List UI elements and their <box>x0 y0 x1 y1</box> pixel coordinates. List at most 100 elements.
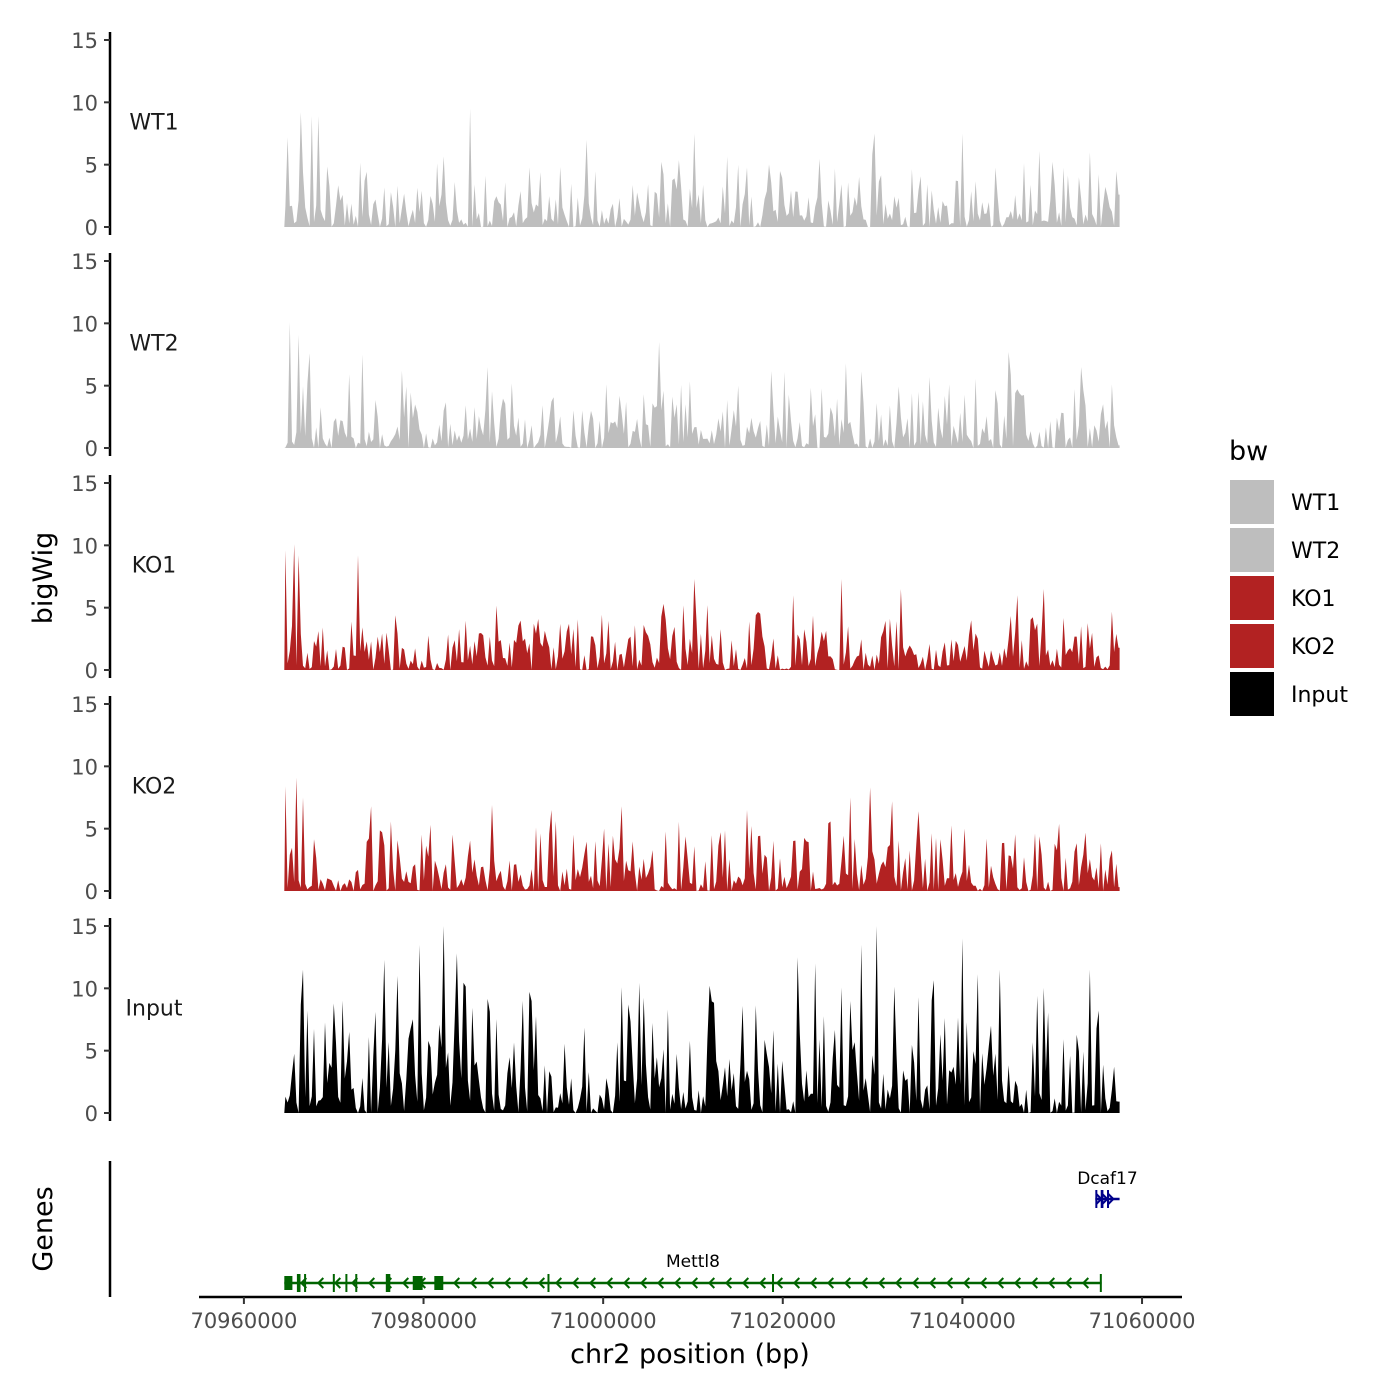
x-tick-label: 71060000 <box>1089 1309 1196 1333</box>
legend-label-ko2: KO2 <box>1291 635 1336 660</box>
legend: bw WT1 WT2 KO1 KO2 Input <box>1229 436 1348 716</box>
y-tick-label: 15 <box>71 250 98 274</box>
exon <box>385 1274 391 1292</box>
legend-swatch-ko1 <box>1230 576 1274 620</box>
strand-arrow <box>979 1277 988 1289</box>
y-tick-label: 5 <box>85 597 98 621</box>
y-tick-label: 10 <box>71 312 98 336</box>
y-tick-label: 10 <box>71 91 98 115</box>
legend-label-wt2: WT2 <box>1291 539 1340 564</box>
y-tick-label: 5 <box>85 375 98 399</box>
exon <box>355 1274 358 1292</box>
strand-arrow <box>367 1277 376 1289</box>
genes-layer: Mettl8 Dcaf17 <box>108 1161 1138 1297</box>
strand-arrow <box>469 1277 478 1289</box>
strand-arrow <box>775 1277 784 1289</box>
strand-arrow <box>622 1277 631 1289</box>
coverage-area-wt1 <box>284 108 1120 227</box>
exon <box>412 1276 423 1290</box>
x-tick-label: 71020000 <box>729 1309 836 1333</box>
track-label-wt1: WT1 <box>129 111 178 136</box>
strand-arrow <box>826 1277 835 1289</box>
exon <box>304 1274 307 1292</box>
x-tick-label: 71000000 <box>550 1309 657 1333</box>
strand-arrow <box>962 1277 971 1289</box>
coverage-area-ko1 <box>284 544 1120 670</box>
strand-arrow <box>792 1277 801 1289</box>
strand-arrow <box>656 1277 665 1289</box>
track-label-ko2: KO2 <box>132 775 177 800</box>
track-ko1: 0 5 10 15 KO1 <box>71 472 1120 683</box>
legend-label-ko1: KO1 <box>1291 587 1336 612</box>
exon <box>1100 1190 1104 1208</box>
y-axis-title: bigWig <box>28 532 59 625</box>
strand-arrow <box>333 1277 342 1289</box>
genes-panel-title: Genes <box>28 1186 59 1271</box>
coverage-area-wt2 <box>284 322 1120 448</box>
y-tick-label: 5 <box>85 154 98 178</box>
strand-arrow <box>588 1277 597 1289</box>
strand-arrow <box>758 1277 767 1289</box>
exon <box>434 1276 444 1290</box>
y-tick-label: 0 <box>85 216 98 240</box>
strand-arrow <box>843 1277 852 1289</box>
track-label-input: Input <box>126 997 183 1022</box>
exon <box>332 1274 335 1292</box>
y-tick-label: 15 <box>71 472 98 496</box>
gene-dcaf17: Dcaf17 <box>1077 1169 1138 1208</box>
strand-arrow <box>707 1277 716 1289</box>
strand-arrow <box>724 1277 733 1289</box>
exon <box>1095 1190 1098 1208</box>
strand-arrow <box>571 1277 580 1289</box>
exon <box>547 1274 550 1292</box>
legend-swatch-ko2 <box>1230 624 1274 668</box>
x-axis: 70960000 70980000 71000000 71020000 71040000… <box>190 1295 1196 1333</box>
strand-arrow <box>1030 1277 1039 1289</box>
legend-label-input: Input <box>1291 683 1348 708</box>
strand-arrow <box>860 1277 869 1289</box>
y-tick-label: 10 <box>71 977 98 1001</box>
y-tick-label: 5 <box>85 818 98 842</box>
strand-arrow <box>1047 1277 1056 1289</box>
strand-arrow <box>945 1277 954 1289</box>
strand-arrow <box>316 1277 325 1289</box>
x-tick-label: 70980000 <box>370 1309 477 1333</box>
coverage-area-input <box>284 926 1120 1113</box>
track-ko2: 0 5 10 15 KO2 <box>71 693 1120 904</box>
gene-mettl8: Mettl8 <box>284 1252 1102 1292</box>
exon <box>772 1274 775 1292</box>
strand-arrow <box>452 1277 461 1289</box>
y-tick-label: 10 <box>71 534 98 558</box>
legend-swatch-input <box>1230 672 1274 716</box>
strand-arrow <box>928 1277 937 1289</box>
y-tick-label: 0 <box>85 880 98 904</box>
tracks-layer: 0 5 10 15 WT1 0 5 10 15 WT2 0 5 10 15 KO1 0 5 10 15 KO2 0 5 10… <box>71 29 1120 1126</box>
strand-arrow <box>554 1277 563 1289</box>
x-tick-label: 71040000 <box>909 1309 1016 1333</box>
track-wt2: 0 5 10 15 WT2 <box>71 250 1120 461</box>
legend-title: bw <box>1229 436 1268 467</box>
exon <box>1099 1274 1102 1292</box>
y-tick-label: 0 <box>85 1102 98 1126</box>
coverage-area-ko2 <box>284 777 1120 891</box>
track-label-wt2: WT2 <box>129 332 178 357</box>
gene-label-dcaf17: Dcaf17 <box>1077 1169 1137 1189</box>
y-tick-label: 0 <box>85 659 98 683</box>
strand-arrow <box>605 1277 614 1289</box>
x-tick-label: 70960000 <box>190 1309 297 1333</box>
exon <box>284 1276 293 1290</box>
strand-arrow <box>486 1277 495 1289</box>
strand-arrow <box>1081 1277 1090 1289</box>
legend-swatch-wt1 <box>1230 480 1274 524</box>
strand-arrow <box>537 1277 546 1289</box>
y-tick-label: 15 <box>71 915 98 939</box>
gene-label-mettl8: Mettl8 <box>666 1252 720 1272</box>
exon <box>1107 1190 1110 1208</box>
strand-arrow <box>877 1277 886 1289</box>
strand-arrow <box>1013 1277 1022 1289</box>
strand-arrow <box>911 1277 920 1289</box>
strand-arrow <box>673 1277 682 1289</box>
y-tick-label: 10 <box>71 755 98 779</box>
y-tick-label: 15 <box>71 29 98 53</box>
